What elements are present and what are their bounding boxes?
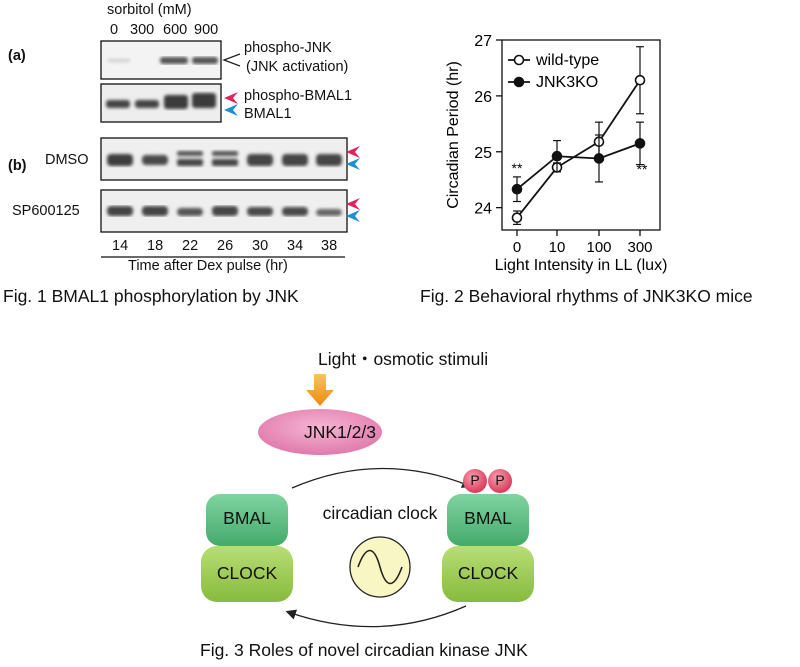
western-blot-graphic [100,40,360,258]
phospho-p-icon [463,469,487,493]
bottom-cycle-arrow-icon [285,605,467,628]
series-line-jnk3ko [516,142,641,190]
phospho-p-icon [488,469,512,493]
dmso-label: DMSO [45,152,89,168]
timepoint: 34 [287,238,304,254]
phospho-bmal1-label: phospho-BMAL1 [244,88,353,104]
sorbitol-0: 0 [110,22,119,38]
fig3-caption: Fig. 3 Roles of novel circadian kinase J… [200,640,528,660]
panel-b-label: (b) [8,158,27,174]
data-point-jnk3ko [634,138,646,149]
pjnk-arrow-icon [222,53,241,67]
data-point-wild-type [511,212,523,224]
data-point-jnk3ko [593,153,605,164]
plot-frame [501,39,661,231]
sorbitol-label: sorbitol (mM) [107,2,192,18]
stimulus-arrow-icon [306,374,334,406]
timepoint: 18 [147,238,164,254]
phospho-arrow-icon [224,92,238,104]
x-tick-label: 0 [513,239,521,256]
bmal1-arrow-icon [224,104,238,116]
phospho-p-label: P [470,472,480,488]
phospho-p-label: P [495,472,505,488]
legend-label: wild-type [535,52,599,69]
x-axis-label: Light Intensity in LL (lux) [495,257,668,274]
left-bmal-block [206,494,288,546]
x-tick-label: 10 [549,239,566,256]
data-point-wild-type [634,74,646,86]
legend-label: JNK3KO [536,74,598,91]
stimuli-label: Light・osmotic stimuli [318,349,489,369]
timepoint: 26 [217,238,234,254]
pjnk-label: phospho-JNK [244,40,332,56]
bmal1-label: BMAL1 [244,106,292,122]
right-bmal-label: BMAL [464,508,512,528]
timepoint: 38 [321,238,338,254]
jnk-node [258,409,382,455]
legend-marker [513,54,525,66]
timepoint: 14 [112,238,129,254]
data-point-jnk3ko [511,183,523,195]
y-tick-label: 27 [474,33,492,50]
time-axis-label: Time after Dex pulse (hr) [128,258,288,274]
x-tick-label: 300 [627,239,652,256]
top-cycle-arrow-icon [291,467,473,489]
left-clock-block [201,546,293,602]
timepoint: 30 [252,238,269,254]
jnk-activation-label: (JNK activation) [246,59,349,75]
timepoint: 22 [182,238,199,254]
fig2-caption: Fig. 2 Behavioral rhythms of JNK3KO mice [420,286,753,306]
jnk-label: JNK1/2/3 [304,422,376,442]
significance-marker: ** [637,161,648,177]
oscillation-wave-icon [357,549,403,585]
circadian-clock-label: circadian clock [322,503,438,523]
panel-a-label: (a) [8,48,26,64]
sp600125-label: SP600125 [12,203,80,219]
x-tick-label: 100 [586,239,611,256]
fig1-caption: Fig. 1 BMAL1 phosphorylation by JNK [3,286,299,306]
y-axis-label: Circadian Period (hr) [445,61,462,209]
data-point-jnk3ko [551,150,563,162]
sorbitol-600: 600 [163,22,188,38]
clock-diagram [201,374,534,628]
right-bmal-block [447,494,529,546]
left-clock-label: CLOCK [216,563,278,583]
left-bmal-label: BMAL [223,508,271,528]
sorbitol-900: 900 [194,22,219,38]
legend-marker [513,76,525,88]
series-line-wild-type [516,79,641,219]
y-tick-label: 26 [474,89,492,106]
y-tick-label: 25 [474,145,492,162]
right-clock-label: CLOCK [457,563,519,583]
sorbitol-300: 300 [130,22,155,38]
significance-marker: ** [512,160,523,176]
y-tick-label: 24 [474,201,492,218]
right-clock-block [442,546,534,602]
